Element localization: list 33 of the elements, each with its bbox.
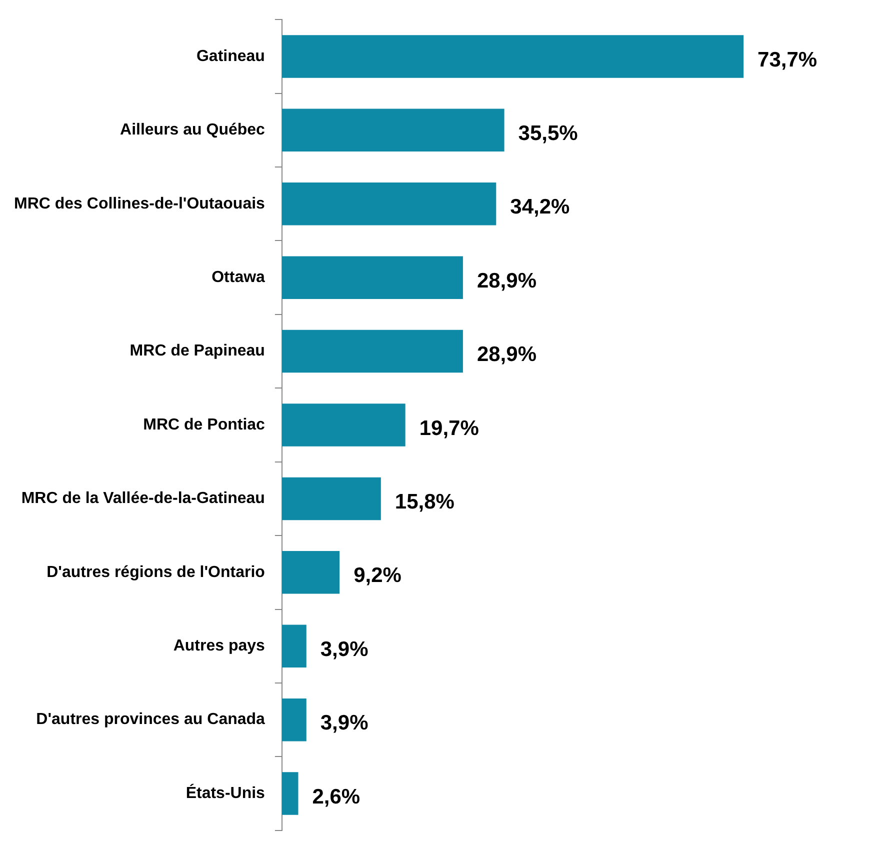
y-tick-label: Gatineau bbox=[196, 48, 265, 65]
bar bbox=[282, 772, 298, 815]
data-label: 2,6% bbox=[312, 785, 360, 808]
data-label: 73,7% bbox=[758, 48, 818, 72]
bar bbox=[282, 477, 381, 520]
y-tick-label: MRC de Pontiac bbox=[143, 416, 266, 434]
bar bbox=[282, 35, 744, 78]
y-tick-label: MRC de Papineau bbox=[130, 342, 265, 360]
y-tick-label: Ailleurs au Québec bbox=[120, 122, 266, 139]
bar bbox=[282, 182, 496, 226]
y-tick-label: MRC des Collines-de-l'Outaouais bbox=[14, 195, 266, 212]
data-label: 9,2% bbox=[354, 564, 402, 588]
data-label: 3,9% bbox=[320, 712, 369, 735]
bar bbox=[282, 624, 306, 668]
bar bbox=[282, 108, 504, 152]
data-label: 15,8% bbox=[394, 490, 455, 514]
bar bbox=[282, 698, 306, 742]
data-label: 28,9% bbox=[476, 343, 537, 366]
data-label: 35,5% bbox=[518, 122, 578, 145]
y-tick-label: MRC de la Vallée-de-la-Gatineau bbox=[21, 490, 265, 508]
data-label: 28,9% bbox=[476, 269, 537, 292]
y-tick-label: D'autres provinces au Canada bbox=[36, 711, 266, 728]
y-tick-label: Ottawa bbox=[212, 268, 266, 286]
y-tick-label: Autres pays bbox=[173, 638, 266, 655]
data-label: 3,9% bbox=[320, 638, 369, 661]
bar bbox=[282, 256, 463, 299]
data-label: 19,7% bbox=[419, 416, 480, 440]
bar bbox=[282, 551, 340, 594]
y-tick-label: États-Unis bbox=[186, 782, 266, 802]
bar bbox=[282, 330, 463, 373]
data-label: 34,2% bbox=[510, 196, 570, 219]
y-tick-label: D'autres régions de l'Ontario bbox=[46, 564, 266, 581]
bar bbox=[282, 404, 406, 446]
